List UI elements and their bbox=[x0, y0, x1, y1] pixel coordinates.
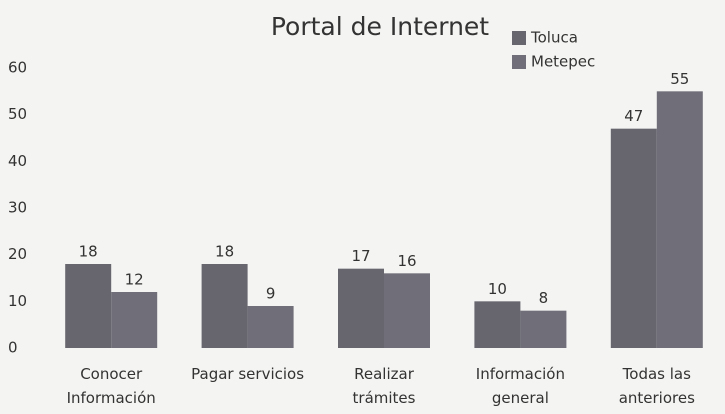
bar bbox=[338, 268, 384, 348]
y-tick-label: 10 bbox=[8, 292, 27, 310]
data-label: 18 bbox=[79, 243, 98, 261]
data-label: 47 bbox=[624, 107, 643, 125]
x-tick-label: Realizar trámites bbox=[352, 365, 416, 407]
bar bbox=[520, 310, 567, 348]
legend-swatch bbox=[512, 31, 526, 45]
chart-title: Portal de Internet bbox=[271, 12, 489, 41]
data-label: 17 bbox=[351, 247, 370, 265]
y-tick-label: 20 bbox=[8, 245, 27, 263]
data-label: 16 bbox=[397, 252, 416, 270]
data-label: 9 bbox=[266, 285, 276, 303]
y-tick-label: 40 bbox=[8, 152, 27, 170]
bar bbox=[65, 264, 112, 348]
bar bbox=[111, 292, 158, 348]
bar bbox=[201, 264, 248, 348]
x-tick-label: Información general bbox=[475, 365, 565, 407]
legend-swatch bbox=[512, 55, 526, 69]
y-tick-label: 50 bbox=[8, 105, 27, 123]
bar bbox=[247, 306, 294, 348]
x-tick-label: Pagar servicios bbox=[191, 365, 305, 383]
data-label: 55 bbox=[670, 70, 689, 88]
data-label: 8 bbox=[539, 289, 549, 307]
x-tick-label: Todas las anteriores bbox=[618, 365, 695, 407]
bar bbox=[610, 128, 657, 348]
bar bbox=[384, 273, 430, 348]
legend-label: Toluca bbox=[530, 29, 578, 47]
data-label: 10 bbox=[488, 280, 507, 298]
data-label: 18 bbox=[215, 243, 234, 261]
y-tick-label: 60 bbox=[8, 59, 27, 77]
y-tick-label: 0 bbox=[8, 339, 18, 357]
y-tick-label: 30 bbox=[8, 199, 27, 217]
legend-label: Metepec bbox=[531, 53, 595, 71]
data-label: 12 bbox=[125, 271, 144, 289]
bar bbox=[474, 301, 521, 348]
x-tick-label: Conocer Información bbox=[66, 365, 156, 407]
bar bbox=[656, 91, 703, 348]
